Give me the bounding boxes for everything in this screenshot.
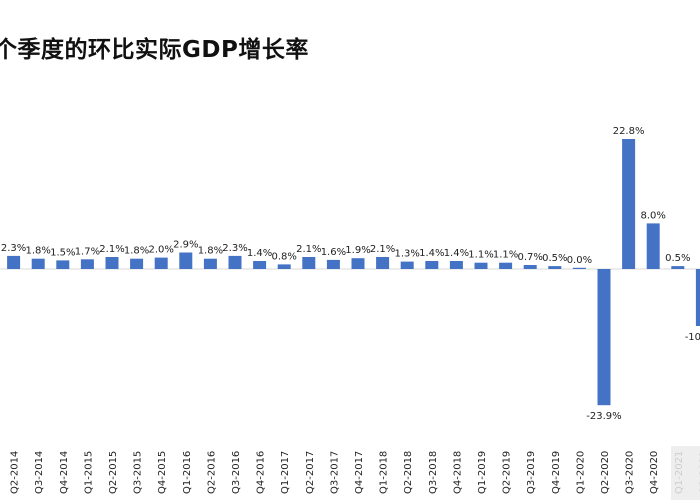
- bar-Q2-2014: [7, 255, 21, 269]
- value-label-Q4-2016: 1.4%: [247, 248, 272, 259]
- value-label-Q4-2015: 2.0%: [148, 245, 173, 256]
- bar-Q1-2015: [80, 259, 94, 269]
- value-label-Q3-2017: 1.6%: [321, 247, 346, 258]
- bar-Q2-2019: [499, 262, 513, 269]
- bar-Q2-2016: [203, 258, 217, 269]
- bar-Q3-2014: [31, 258, 45, 269]
- value-label-Q4-2020: 8.0%: [640, 210, 665, 221]
- bar-Q3-2016: [228, 255, 242, 269]
- value-label-Q2-2015: 2.1%: [99, 244, 124, 255]
- tick-label-Q3-2019: Q3-2019: [526, 451, 537, 494]
- value-label-Q2-2020: -23.9%: [586, 411, 621, 422]
- bar-Q3-2018: [425, 261, 439, 269]
- value-label-Q4-2018: 1.4%: [444, 248, 469, 259]
- tick-label-Q2-2020: Q2-2020: [600, 451, 611, 494]
- bar-Q4-2018: [449, 261, 463, 269]
- watermark-overlay: [671, 446, 700, 500]
- value-label-Q2-2018: 1.3%: [394, 249, 419, 260]
- tick-label-Q3-2017: Q3-2017: [329, 451, 340, 494]
- bar-Q4-2020: [646, 223, 660, 269]
- value-label-Q1-2015: 1.7%: [75, 246, 100, 257]
- tick-labels-layer: Q2-2014 Q3-2014 Q4-2014 Q1-2015 Q2-2015 Q3-20…: [10, 451, 700, 494]
- value-label-Q4-2014: 1.5%: [50, 247, 75, 258]
- bar-Q4-2014: [56, 260, 70, 269]
- value-label-Q1-2016: 2.9%: [173, 240, 198, 251]
- bar-Q4-2015: [154, 257, 168, 269]
- value-label-Q1-2017: 0.8%: [271, 251, 296, 262]
- tick-label-Q1-2015: Q1-2015: [83, 451, 94, 494]
- bar-Q2-2020: [597, 269, 611, 406]
- tick-label-Q4-2017: Q4-2017: [354, 451, 365, 494]
- value-label-Q2-2016: 1.8%: [198, 246, 223, 257]
- bar-Q3-2019: [523, 265, 537, 269]
- bar-Q1-2021: [671, 266, 685, 269]
- value-label-Q2-2021: -10.0%: [685, 332, 700, 343]
- value-label-Q3-2019: 0.7%: [517, 252, 542, 263]
- tick-label-Q2-2014: Q2-2014: [10, 451, 21, 494]
- tick-label-Q4-2016: Q4-2016: [256, 451, 267, 494]
- tick-label-Q2-2016: Q2-2016: [206, 451, 217, 494]
- value-labels-layer: 2.3% 1.8% 1.5% 1.7% 2.1% 1.8% 2.0% 2.9%1.8% 2.3%…: [1, 126, 700, 422]
- value-label-Q3-2015: 1.8%: [124, 246, 149, 257]
- tick-label-Q3-2016: Q3-2016: [231, 451, 242, 494]
- value-label-Q3-2016: 2.3%: [222, 243, 247, 254]
- value-label-Q4-2019: 0.5%: [542, 253, 567, 264]
- value-label-Q3-2020: 22.8%: [613, 126, 645, 137]
- bar-Q4-2019: [548, 266, 562, 269]
- bar-Q1-2018: [376, 257, 390, 269]
- value-label-Q2-2019: 1.1%: [493, 250, 518, 261]
- tick-label-Q2-2017: Q2-2017: [305, 451, 316, 494]
- bar-Q1-2017: [277, 264, 291, 269]
- bar-Q3-2020: [622, 139, 636, 269]
- bars-layer: [7, 139, 700, 406]
- bar-Q2-2018: [400, 261, 414, 269]
- tick-label-Q1-2018: Q1-2018: [379, 451, 390, 494]
- tick-label-Q1-2019: Q1-2019: [477, 451, 488, 494]
- tick-label-Q3-2014: Q3-2014: [34, 451, 45, 494]
- tick-label-Q4-2020: Q4-2020: [649, 451, 660, 494]
- value-label-Q4-2017: 1.9%: [345, 245, 370, 256]
- tick-label-Q4-2014: Q4-2014: [59, 451, 70, 494]
- value-label-Q1-2020: 0.0%: [567, 255, 592, 266]
- bar-Q2-2015: [105, 257, 119, 269]
- tick-label-Q3-2020: Q3-2020: [625, 451, 636, 494]
- value-label-Q1-2019: 1.1%: [468, 250, 493, 261]
- bar-Q1-2020: [572, 267, 586, 269]
- tick-label-Q2-2019: Q2-2019: [502, 451, 513, 494]
- value-label-Q3-2018: 1.4%: [419, 248, 444, 259]
- tick-label-Q4-2019: Q4-2019: [551, 451, 562, 494]
- bar-Q2-2017: [302, 257, 316, 269]
- bar-Q4-2016: [253, 261, 267, 269]
- value-label-Q1-2021: 0.5%: [665, 253, 690, 264]
- tick-label-Q3-2018: Q3-2018: [428, 451, 439, 494]
- tick-label-Q2-2018: Q2-2018: [403, 451, 414, 494]
- tick-label-Q3-2015: Q3-2015: [133, 451, 144, 494]
- value-label-Q1-2018: 2.1%: [370, 244, 395, 255]
- bar-Q3-2017: [326, 259, 340, 269]
- value-label-Q3-2014: 1.8%: [25, 246, 50, 257]
- tick-label-Q4-2018: Q4-2018: [452, 451, 463, 494]
- tick-label-Q4-2015: Q4-2015: [157, 451, 168, 494]
- value-label-Q2-2017: 2.1%: [296, 244, 321, 255]
- bar-Q1-2019: [474, 262, 488, 269]
- tick-label-Q2-2015: Q2-2015: [108, 451, 119, 494]
- bar-Q1-2016: [179, 252, 193, 269]
- chart-title: 个季度的环比实际GDP增长率: [0, 37, 309, 63]
- bar-Q3-2015: [130, 258, 144, 269]
- bar-Q2-2021: [695, 269, 700, 326]
- tick-label-Q1-2016: Q1-2016: [182, 451, 193, 494]
- tick-label-Q1-2017: Q1-2017: [280, 451, 291, 494]
- value-label-Q2-2014: 2.3%: [1, 243, 26, 254]
- bar-Q4-2017: [351, 258, 365, 269]
- tick-label-Q1-2020: Q1-2020: [575, 451, 586, 494]
